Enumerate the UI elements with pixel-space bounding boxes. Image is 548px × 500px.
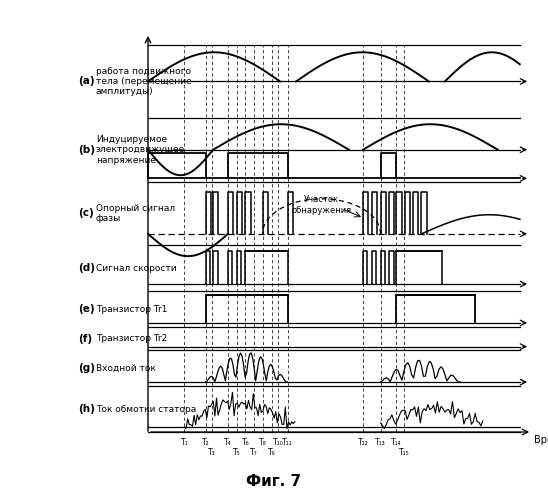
Text: T₁₄: T₁₄ <box>391 438 402 447</box>
Text: T₃: T₃ <box>208 448 216 457</box>
Text: (a): (a) <box>78 76 95 86</box>
Text: T₁₅: T₁₅ <box>398 448 409 457</box>
Text: (g): (g) <box>78 364 95 374</box>
Text: T₄: T₄ <box>224 438 232 447</box>
Text: T₆: T₆ <box>242 438 249 447</box>
Text: (b): (b) <box>78 144 95 154</box>
Text: T₁₃: T₁₃ <box>375 438 386 447</box>
Text: Ток обмотки статора: Ток обмотки статора <box>96 404 196 413</box>
Text: Сигнал скорости: Сигнал скорости <box>96 264 176 272</box>
Text: T₅: T₅ <box>233 448 241 457</box>
Text: Индуцируемое
электродвижущее
напряжение: Индуцируемое электродвижущее напряжение <box>96 135 185 164</box>
Text: Участок
обнаружения: Участок обнаружения <box>292 196 352 215</box>
Text: Транзистор Tr1: Транзистор Tr1 <box>96 304 167 314</box>
Text: T₇: T₇ <box>250 448 258 457</box>
Text: Входной ток: Входной ток <box>96 364 156 373</box>
Text: работа подвижного
тела (перемещение
амплитуды): работа подвижного тела (перемещение ампл… <box>96 66 192 96</box>
Text: T₁₁: T₁₁ <box>282 438 293 447</box>
Text: Опорный сигнал
фазы: Опорный сигнал фазы <box>96 204 175 223</box>
Text: T₁₂: T₁₂ <box>358 438 368 447</box>
Text: T₉: T₉ <box>267 448 275 457</box>
Text: T₁: T₁ <box>181 438 189 447</box>
Text: T₁₀: T₁₀ <box>273 438 283 447</box>
Text: (f): (f) <box>78 334 92 344</box>
Text: T₈: T₈ <box>259 438 266 447</box>
Text: Время (T): Время (T) <box>534 435 548 445</box>
Text: (h): (h) <box>78 404 95 414</box>
Text: (d): (d) <box>78 263 95 273</box>
Text: T₂: T₂ <box>202 438 209 447</box>
Text: Фиг. 7: Фиг. 7 <box>247 474 301 490</box>
Text: Транзистор Tr2: Транзистор Tr2 <box>96 334 167 343</box>
Text: (e): (e) <box>78 304 95 314</box>
Text: (c): (c) <box>78 208 94 218</box>
